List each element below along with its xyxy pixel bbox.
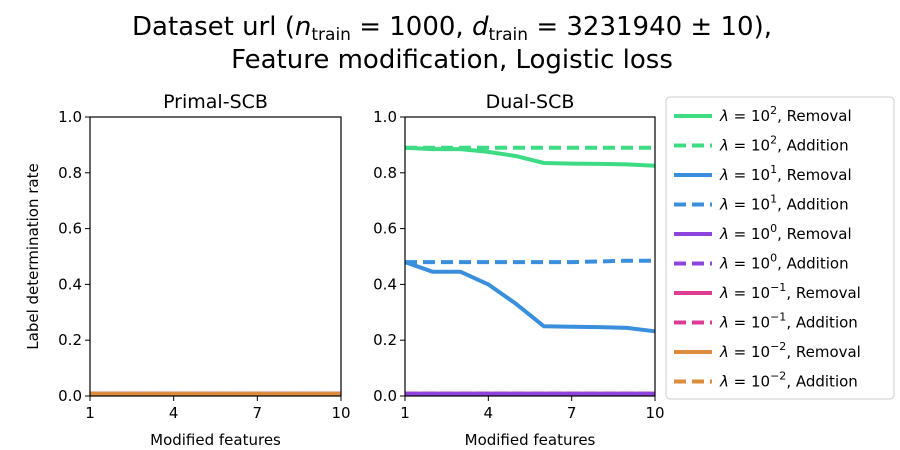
x-tick-label: 7 <box>253 404 263 422</box>
x-axis-label: Modified features <box>150 431 281 449</box>
y-tick-label: 0.8 <box>373 164 397 182</box>
legend-label: λ = 101, Removal <box>719 163 852 184</box>
x-tick-label: 1 <box>400 404 410 422</box>
y-tick-label: 0.2 <box>373 331 397 349</box>
legend-label: λ = 10−2, Addition <box>719 370 858 391</box>
legend-item: λ = 102, Removal <box>674 104 852 125</box>
x-tick-label: 4 <box>169 404 179 422</box>
legend-label: λ = 102, Addition <box>719 134 849 155</box>
y-tick-label: 0.8 <box>58 164 82 182</box>
x-tick-label: 10 <box>331 404 350 422</box>
y-tick-label: 0.0 <box>373 387 397 405</box>
axes-frame <box>89 116 342 397</box>
figure-title-line2: Feature modification, Logistic loss <box>231 45 673 75</box>
legend-label: λ = 101, Addition <box>719 193 849 214</box>
panel-1: Primal-SCB 0.0 0.2 0.4 0.6 0.8 1.0 1 4 7 10 Modifie… <box>24 91 351 449</box>
y-tick-label: 0.6 <box>58 220 82 238</box>
figure-title-line1: Dataset url (ntrain = 1000, dtrain = 323… <box>132 12 772 45</box>
legend-frame <box>665 96 895 400</box>
legend-item: λ = 100, Removal <box>674 222 852 243</box>
legend-label: λ = 100, Removal <box>719 222 852 243</box>
legend-label: λ = 100, Addition <box>719 252 849 273</box>
legend-item: λ = 10−1, Removal <box>674 281 861 302</box>
series-line-lambda2-removal <box>404 145 656 168</box>
x-tick-label: 4 <box>484 404 494 422</box>
legend-item: λ = 10−2, Removal <box>674 340 861 361</box>
panel-2: Dual-SCB 0.0 0.2 0.4 0.6 0.8 1.0 1 4 7 10 Modified … <box>373 91 664 449</box>
legend-label: λ = 10−2, Removal <box>719 340 861 361</box>
y-tick-label: 0.6 <box>373 220 397 238</box>
y-tick-label: 0.4 <box>373 275 397 293</box>
panel-title: Dual-SCB <box>486 91 575 113</box>
legend-item: λ = 10−2, Addition <box>674 370 858 391</box>
y-tick-label: 0.4 <box>58 275 82 293</box>
legend-item: λ = 100, Addition <box>674 252 849 273</box>
y-tick-label: 0.2 <box>58 331 82 349</box>
legend-item: λ = 102, Addition <box>674 134 849 155</box>
y-axis-label: Label determination rate <box>24 163 42 349</box>
x-tick-label: 7 <box>567 404 577 422</box>
y-tick-label: 1.0 <box>373 108 397 126</box>
legend-label: λ = 10−1, Addition <box>719 311 858 332</box>
y-tick-label: 0.0 <box>58 387 82 405</box>
legend-item: λ = 101, Addition <box>674 193 849 214</box>
legend-item: λ = 10−1, Addition <box>674 311 858 332</box>
x-tick-label: 1 <box>85 404 95 422</box>
x-tick-label: 10 <box>645 404 664 422</box>
series-line-lambda1-removal <box>404 260 656 334</box>
panel-title: Primal-SCB <box>163 91 268 113</box>
x-axis-label: Modified features <box>465 431 596 449</box>
series-line-lambda1-addition <box>405 258 655 265</box>
y-tick-label: 1.0 <box>58 108 82 126</box>
legend: λ = 102, Removal λ = 102, Addition λ = 101… <box>665 96 895 400</box>
legend-label: λ = 10−1, Removal <box>719 281 861 302</box>
axes-frame <box>404 116 656 397</box>
legend-item: λ = 101, Removal <box>674 163 852 184</box>
legend-label: λ = 102, Removal <box>719 104 852 125</box>
